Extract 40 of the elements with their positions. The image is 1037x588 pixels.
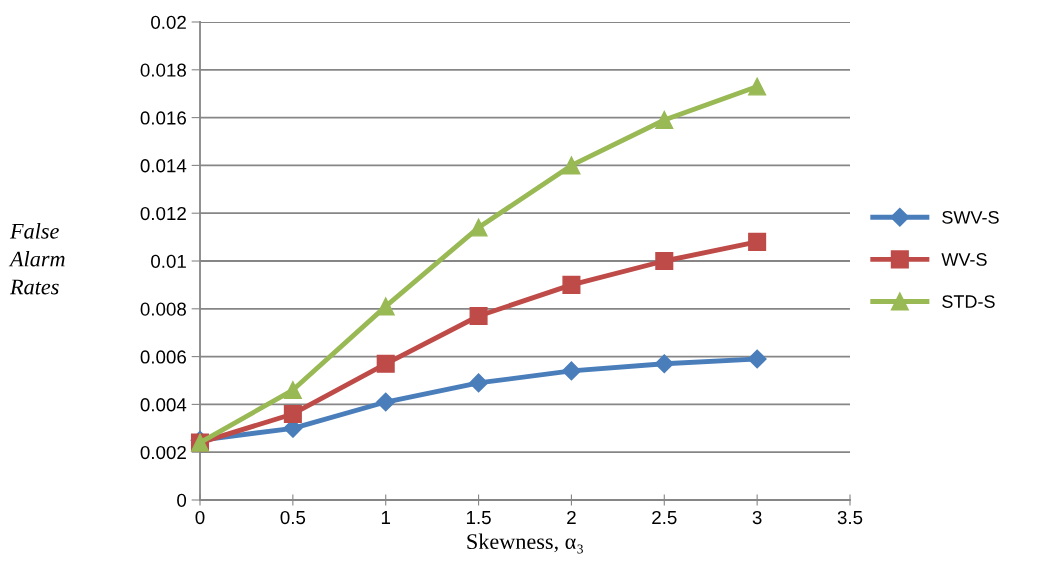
point [561,361,581,381]
point [748,77,767,96]
y-tick-label: 0.018 [140,63,186,77]
point [469,306,488,325]
legend-label: SWV-S [942,210,999,224]
point [747,349,767,369]
x-tick-label: 0 [195,510,205,525]
point [283,381,302,400]
x-tick-label: 0.5 [280,510,306,525]
y-tick-label: 0.012 [140,206,186,221]
y-axis-title: False Alarm Rates [8,223,65,295]
x-tick-label: 1 [381,511,391,524]
y-tick-label: 0.002 [140,445,186,460]
point [562,275,581,294]
point [469,218,488,237]
legend-label: WV-S [941,253,987,266]
y-tick-label: 0 [177,493,187,507]
y-tick-label: 0.014 [140,159,187,173]
point [469,373,489,393]
point [655,251,674,271]
y-tick-label: 0.008 [140,302,186,316]
x-tick-label: 2.5 [652,510,677,525]
x-tick-label: 3 [752,510,762,525]
point [562,156,581,175]
x-tick-label: 2 [567,510,576,524]
point [283,404,302,423]
y-tick-label: 0.006 [140,350,186,364]
y-tick-label: 0.016 [140,111,186,125]
y-tick-label: 0.01 [151,254,186,268]
legend-label: STD-S [942,295,995,308]
point [655,110,674,130]
x-tick-label: 3.5 [837,510,863,525]
point [654,354,674,374]
point [376,392,396,412]
x-axis-title: Skewness, α₃ [467,533,583,554]
x-tick-label: 1.5 [466,511,491,525]
point [748,232,767,251]
y-tick-label: 0.02 [151,15,186,29]
y-tick-label: 0.004 [140,398,187,412]
point [376,354,395,373]
